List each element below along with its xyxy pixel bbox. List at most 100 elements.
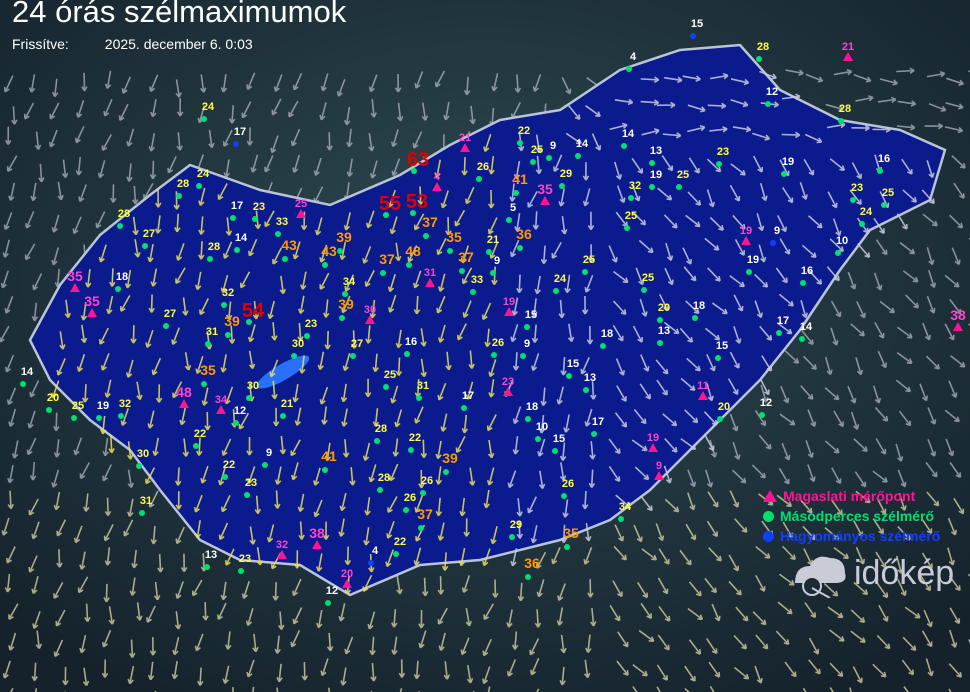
wind-arrow [316, 553, 323, 572]
wind-arrow [535, 155, 543, 175]
wind-arrow [482, 548, 491, 567]
wind-arrow [217, 602, 227, 621]
wind-speed-label: 4 [372, 545, 379, 557]
wind-arrow [456, 323, 467, 341]
wind-arrow [56, 519, 67, 537]
wind-speed-label: 43 [281, 237, 297, 253]
wind-arrow [944, 409, 960, 423]
wind-arrow [340, 667, 347, 686]
wind-arrow [588, 469, 596, 488]
summit-marker [698, 391, 708, 400]
wind-arrow [53, 439, 61, 458]
wind-arrow [833, 68, 853, 76]
station-marker [142, 243, 148, 249]
wind-arrow [103, 583, 110, 603]
wind-speed-label: 12 [766, 86, 778, 98]
wind-arrow [341, 295, 351, 314]
wind-arrow [106, 295, 114, 315]
wind-arrow [538, 415, 546, 434]
wind-speed-label: 20 [341, 568, 353, 580]
wind-arrow [928, 270, 937, 289]
wind-arrow [921, 189, 935, 205]
station-marker [410, 210, 416, 216]
wind-speed-label: 28 [208, 241, 220, 253]
wind-arrow [57, 181, 64, 201]
wind-arrow [896, 67, 915, 74]
wind-arrow [631, 439, 648, 452]
wind-arrow [580, 357, 590, 375]
wind-arrow [396, 575, 403, 595]
wind-arrow [640, 602, 653, 619]
wind-arrow [658, 548, 670, 565]
wind-arrow [458, 547, 466, 567]
wind-arrow [292, 384, 299, 403]
wind-arrow [131, 185, 139, 205]
station-marker [383, 384, 389, 390]
wind-arrow [9, 687, 14, 692]
station-marker [423, 233, 429, 239]
wind-arrow [199, 298, 210, 316]
wind-arrow [418, 630, 427, 649]
wind-arrow [102, 629, 112, 648]
wind-arrow [919, 383, 929, 402]
wind-arrow [734, 518, 748, 533]
wind-speed-label: 19 [740, 225, 752, 237]
wind-arrow [53, 491, 61, 511]
wind-arrow [154, 215, 162, 234]
summit-marker [70, 283, 80, 292]
wind-arrow [853, 519, 864, 537]
wind-arrow [608, 245, 618, 263]
summit-marker [654, 471, 664, 480]
station-marker [139, 510, 145, 516]
wind-arrow [246, 127, 254, 146]
station-marker [759, 412, 765, 418]
station-marker [322, 262, 328, 268]
wind-arrow [417, 186, 424, 205]
wind-arrow [734, 238, 746, 256]
wind-arrow [218, 522, 229, 541]
summit-marker [312, 540, 322, 549]
wind-arrow [922, 322, 932, 341]
wind-arrow [876, 634, 891, 650]
wind-arrow [899, 242, 916, 255]
wind-arrow [905, 294, 920, 309]
wind-arrow [314, 217, 323, 236]
wind-arrow [586, 325, 594, 345]
wind-arrow [4, 296, 14, 314]
wind-arrow [877, 350, 888, 369]
station-marker [282, 256, 288, 262]
wind-speed-label: 19 [97, 400, 109, 412]
wind-arrow [38, 163, 45, 183]
wind-arrow [370, 662, 377, 682]
wind-arrow [824, 527, 840, 541]
station-marker [641, 287, 647, 293]
wind-arrow [559, 462, 567, 481]
wind-arrow [706, 189, 715, 208]
station-marker [408, 447, 414, 453]
station-marker [600, 343, 606, 349]
wind-arrow [706, 158, 722, 173]
station-marker [486, 249, 492, 255]
wind-arrow [29, 380, 40, 398]
wind-arrow [465, 607, 472, 627]
summit-marker [277, 550, 287, 559]
station-marker [692, 315, 698, 321]
wind-arrow [222, 129, 233, 147]
wind-arrow [656, 664, 668, 681]
wind-arrow [53, 639, 64, 658]
wind-arrow [445, 217, 452, 236]
wind-arrow [149, 74, 159, 93]
wind-arrow [778, 293, 794, 307]
wind-arrow [276, 687, 279, 692]
wind-arrow [198, 216, 205, 235]
summit-marker [432, 182, 442, 191]
wind-arrow [61, 159, 69, 179]
wind-arrow [775, 267, 788, 284]
wind-speed-label: 29 [510, 519, 522, 531]
wind-arrow [369, 160, 378, 179]
wind-speed-label: 38 [950, 307, 966, 323]
wind-arrow [469, 105, 476, 125]
wind-speed-label: 14 [800, 321, 813, 333]
wind-arrow [872, 518, 884, 535]
wind-arrow [559, 666, 566, 686]
